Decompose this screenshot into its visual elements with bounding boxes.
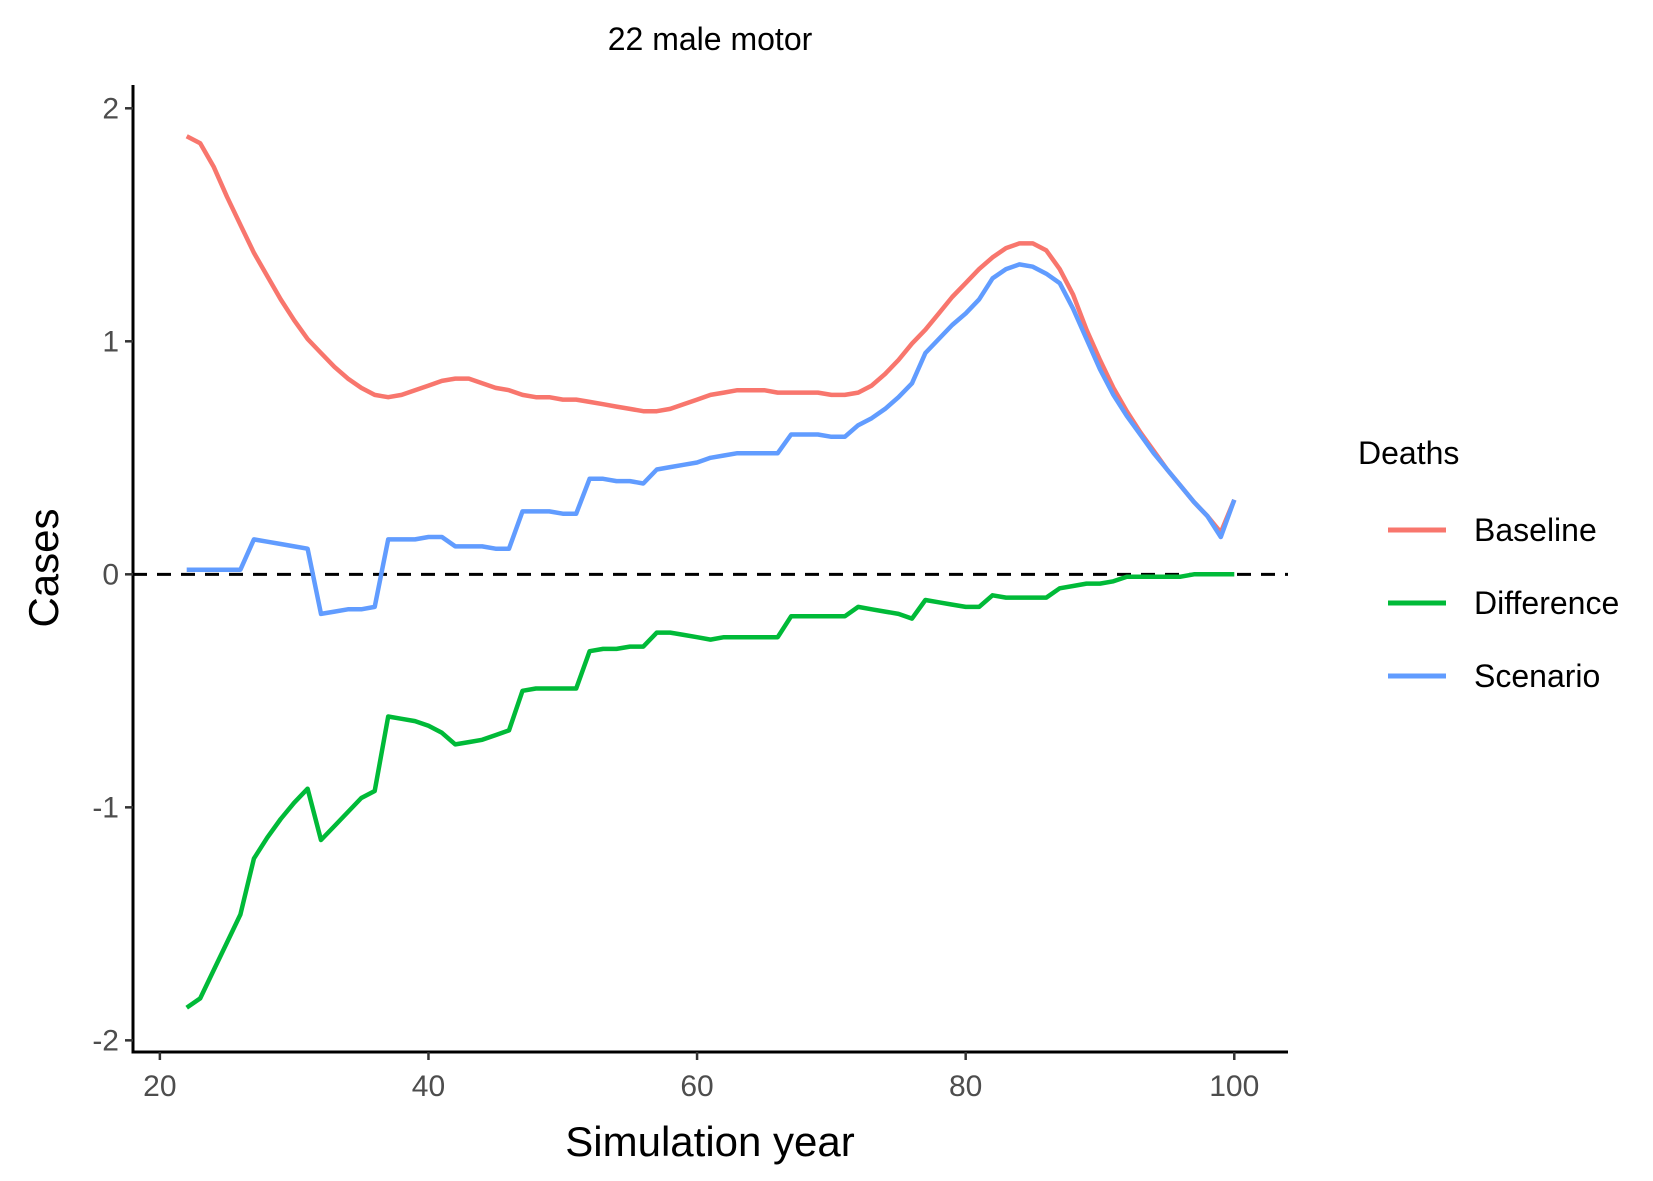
legend-label-scenario: Scenario	[1474, 658, 1600, 694]
x-tick-label: 100	[1209, 1070, 1259, 1103]
plot-area: -2 -1 0 1 2 20 40 60 80 100	[92, 85, 1288, 1103]
y-ticks: -2 -1 0 1 2	[92, 92, 133, 1057]
y-tick-label: -2	[92, 1024, 119, 1057]
y-tick-label: 1	[102, 325, 119, 358]
series-line-difference	[185, 572, 1235, 1010]
x-tick-label: 80	[949, 1070, 982, 1103]
chart-title: 22 male motor	[608, 21, 813, 57]
x-tick-label: 40	[412, 1070, 445, 1103]
legend: Deaths Baseline Difference Scenario	[1358, 435, 1619, 694]
y-tick-label: -1	[92, 791, 119, 824]
legend-title: Deaths	[1358, 435, 1459, 471]
x-axis-title: Simulation year	[565, 1118, 854, 1165]
y-tick-label: 2	[102, 92, 119, 125]
y-axis-title: Cases	[20, 508, 67, 627]
x-ticks: 20 40 60 80 100	[143, 1052, 1259, 1103]
x-tick-label: 20	[143, 1070, 176, 1103]
legend-label-baseline: Baseline	[1474, 512, 1597, 548]
series-layer	[185, 134, 1237, 1010]
y-tick-label: 0	[102, 558, 119, 591]
legend-label-difference: Difference	[1474, 585, 1619, 621]
x-tick-label: 60	[680, 1070, 713, 1103]
series-line-scenario	[186, 262, 1237, 617]
series-line-baseline	[185, 134, 1237, 535]
legend-items: Baseline Difference Scenario	[1388, 512, 1619, 694]
